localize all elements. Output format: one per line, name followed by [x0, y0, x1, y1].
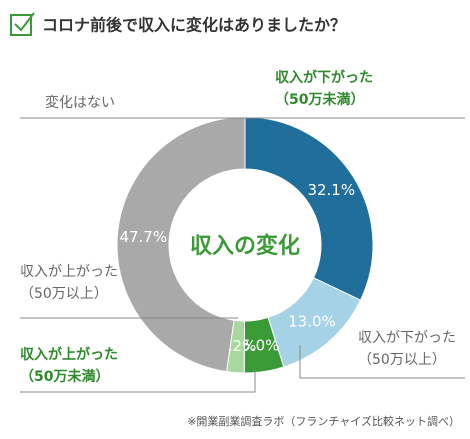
center-label: 収入の変化 [190, 233, 300, 259]
data-label: 47.7% [119, 228, 167, 246]
chart-title: コロナ前後で収入に変化はありましたか？ [42, 16, 346, 35]
category-label: 変化はない [45, 94, 115, 111]
category-label: 収入が下がった（50万以上） [358, 330, 456, 368]
data-label: 5.0% [241, 336, 279, 354]
donut-segment [116, 116, 246, 373]
donut-segment [244, 116, 374, 301]
leader-lines [20, 117, 465, 393]
title-icon [10, 12, 35, 36]
data-label: 32.1% [307, 181, 355, 199]
category-label: 収入が上がった（50万以上） [20, 264, 118, 302]
category-label: 収入が上がった（50万未満） [20, 346, 118, 385]
source: ※開業副業調査ラボ（フランチャイズ比較ネット調べ） [187, 414, 460, 428]
data-label: 13.0% [288, 312, 336, 330]
category-label: 収入が下がった（50万未満） [275, 69, 373, 108]
